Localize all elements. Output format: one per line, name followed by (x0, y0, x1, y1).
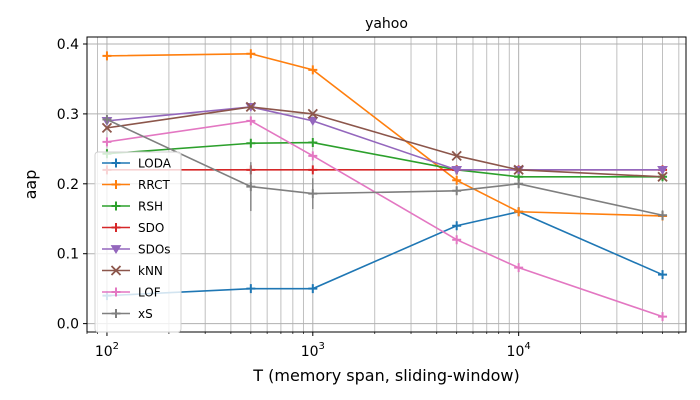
data-point-marker (452, 235, 462, 245)
data-point-marker (101, 122, 113, 134)
legend-entry: SDO (102, 221, 164, 235)
legend-label: RRCT (138, 178, 170, 192)
series-knn (101, 101, 668, 182)
plot-area-frame (86, 36, 687, 333)
data-point-marker (514, 263, 524, 273)
y-axis-title: aap (21, 170, 40, 200)
y-tick-label: 0.0 (57, 317, 79, 333)
data-point-marker (451, 150, 462, 161)
legend-entry: RRCT (102, 178, 170, 192)
legend-entry: LOF (102, 286, 161, 300)
data-point-marker (513, 164, 524, 175)
series-line (106, 120, 663, 318)
data-point-marker (102, 137, 112, 147)
data-point-marker (110, 265, 122, 276)
data-point-marker (111, 158, 121, 168)
legend-label: LODA (138, 157, 172, 171)
legend-entry: LODA (102, 157, 172, 171)
series-lof (102, 116, 668, 322)
series-line (106, 106, 663, 171)
data-point-marker (102, 114, 112, 124)
series-line (106, 118, 663, 217)
data-point-marker (246, 138, 256, 148)
data-point-marker (514, 179, 524, 189)
data-point-marker (246, 49, 256, 59)
data-point-marker (246, 284, 256, 294)
data-point-marker (657, 165, 668, 175)
data-point-marker (308, 65, 318, 75)
data-point-marker (452, 221, 462, 231)
chart-title: yahoo (365, 16, 408, 32)
data-point-marker (452, 186, 462, 196)
data-point-marker (246, 182, 256, 192)
legend-box (94, 151, 182, 333)
data-point-marker (111, 223, 121, 232)
data-point-marker (451, 165, 463, 175)
series-line (106, 141, 663, 178)
data-point-marker (307, 117, 319, 126)
data-point-marker (308, 189, 318, 199)
data-point-marker (308, 284, 318, 294)
legend-label: SDO (138, 221, 164, 235)
data-point-marker (111, 309, 121, 318)
data-point-marker (657, 171, 668, 182)
data-point-marker (658, 270, 668, 280)
x-tick-label-exponent: 4 (524, 341, 530, 352)
data-point-marker (308, 138, 318, 148)
x-tick-label: 104 (507, 341, 531, 360)
legend-entry: kNN (102, 264, 163, 278)
x-tick-label-base: 10 (95, 344, 113, 360)
data-point-marker (658, 312, 668, 322)
x-tick-label: 102 (95, 341, 119, 360)
grid-lines (86, 37, 686, 332)
data-point-marker (111, 287, 121, 297)
data-point-marker (308, 151, 318, 161)
x-tick-label-exponent: 2 (113, 341, 119, 352)
x-tick-label-base: 10 (301, 344, 319, 360)
data-point-marker (514, 207, 524, 217)
legend-label: RSH (138, 200, 163, 214)
data-point-marker (110, 245, 122, 255)
data-point-marker (307, 108, 318, 120)
x-tick-label: 103 (301, 341, 325, 360)
legend-entry: SDOs (102, 243, 171, 257)
plot-series (101, 49, 668, 322)
legend-label: xS (138, 307, 153, 321)
data-point-marker (246, 116, 256, 126)
legend-entry: RSH (102, 200, 163, 214)
data-point-marker (102, 51, 112, 61)
y-tick-label: 0.1 (57, 247, 79, 263)
legend: LODA RRCT RSH SDO SDOs kNN LOF xS (94, 151, 182, 333)
x-axis-title: T (memory span, sliding-window) (252, 366, 520, 385)
y-tick-label: 0.3 (57, 107, 79, 123)
x-tick-label-base: 10 (507, 344, 525, 360)
legend-entry: xS (102, 307, 153, 321)
y-tick-label: 0.4 (57, 37, 79, 53)
series-xs (102, 114, 668, 221)
series-line (106, 210, 663, 297)
series-line (106, 52, 663, 217)
data-point-marker (111, 201, 121, 211)
legend-label: SDOs (138, 243, 171, 257)
x-tick-label-exponent: 3 (319, 341, 325, 352)
legend-label: kNN (138, 264, 163, 278)
data-point-marker (308, 165, 318, 175)
series-line (106, 106, 663, 178)
data-point-marker (452, 175, 462, 185)
data-point-marker (111, 180, 121, 189)
legend-label: LOF (138, 286, 161, 300)
data-point-marker (245, 101, 256, 113)
y-tick-label: 0.2 (57, 177, 79, 193)
data-point-marker (658, 210, 668, 220)
